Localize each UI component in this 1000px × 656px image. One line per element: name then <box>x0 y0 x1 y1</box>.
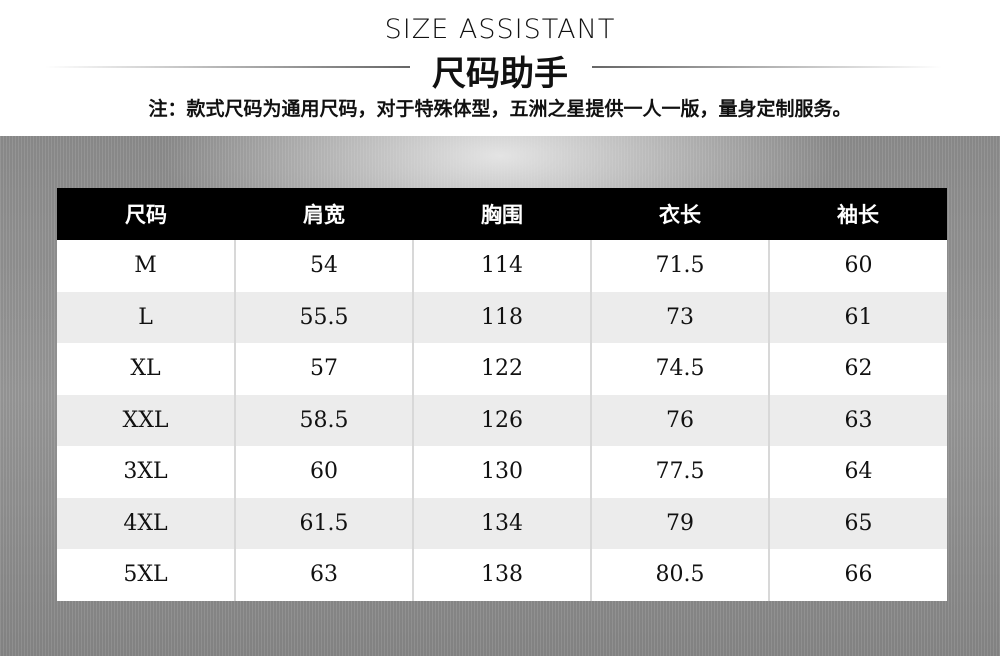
table-cell: 66 <box>768 549 947 601</box>
column-header: 尺码 <box>57 188 235 240</box>
table-row: L 55.5 118 73 61 <box>57 291 947 343</box>
table-header-row: 尺码 肩宽 胸围 衣长 袖长 <box>57 188 947 240</box>
table-cell: L <box>57 291 235 343</box>
column-header: 袖长 <box>769 188 947 240</box>
divider-right <box>592 66 942 68</box>
table-cell: 114 <box>412 240 591 292</box>
table-cell: 57 <box>234 343 413 395</box>
table-cell: 54 <box>234 240 413 292</box>
table-cell: 5XL <box>57 549 235 601</box>
table-cell: 60 <box>768 240 947 292</box>
table-cell: 126 <box>412 394 591 446</box>
table-cell: 60 <box>234 446 413 498</box>
table-cell: 63 <box>234 549 413 601</box>
header-area: SIZE ASSISTANT 尺码助手 注：款式尺码为通用尺码，对于特殊体型，五… <box>0 0 1000 136</box>
table-cell: 55.5 <box>234 291 413 343</box>
table-cell: 138 <box>412 549 591 601</box>
table-cell: 73 <box>590 291 769 343</box>
title-english: SIZE ASSISTANT <box>384 14 616 45</box>
table-cell: 130 <box>412 446 591 498</box>
table-cell: XXL <box>57 394 235 446</box>
table-cell: 64 <box>768 446 947 498</box>
table-cell: 74.5 <box>590 343 769 395</box>
size-note: 注：款式尺码为通用尺码，对于特殊体型，五洲之星提供一人一版，量身定制服务。 <box>148 98 852 120</box>
table-cell: 118 <box>412 291 591 343</box>
column-header: 胸围 <box>413 188 591 240</box>
table-cell: 61.5 <box>234 497 413 549</box>
table-row: 3XL 60 130 77.5 64 <box>57 446 947 498</box>
table-cell: 62 <box>768 343 947 395</box>
table-row: 5XL 63 138 80.5 66 <box>57 549 947 601</box>
table-cell: 61 <box>768 291 947 343</box>
table-row: XL 57 122 74.5 62 <box>57 343 947 395</box>
table-cell: 3XL <box>57 446 235 498</box>
table-cell: 122 <box>412 343 591 395</box>
table-cell: 58.5 <box>234 394 413 446</box>
table-cell: 77.5 <box>590 446 769 498</box>
table-row: 4XL 61.5 134 79 65 <box>57 497 947 549</box>
table-cell: 71.5 <box>590 240 769 292</box>
column-header: 衣长 <box>591 188 769 240</box>
table-cell: 63 <box>768 394 947 446</box>
table-cell: 76 <box>590 394 769 446</box>
divider-left <box>45 66 410 68</box>
title-chinese: 尺码助手 <box>432 54 568 94</box>
table-row: XXL 58.5 126 76 63 <box>57 394 947 446</box>
table-cell: XL <box>57 343 235 395</box>
table-cell: 80.5 <box>590 549 769 601</box>
size-table: 尺码 肩宽 胸围 衣长 袖长 M 54 114 71.5 60 L 55.5 118 73 61 X… <box>57 188 947 601</box>
table-cell: 134 <box>412 497 591 549</box>
column-header: 肩宽 <box>235 188 413 240</box>
table-cell: 4XL <box>57 497 235 549</box>
table-cell: M <box>57 240 235 292</box>
table-row: M 54 114 71.5 60 <box>57 240 947 292</box>
table-cell: 79 <box>590 497 769 549</box>
table-cell: 65 <box>768 497 947 549</box>
